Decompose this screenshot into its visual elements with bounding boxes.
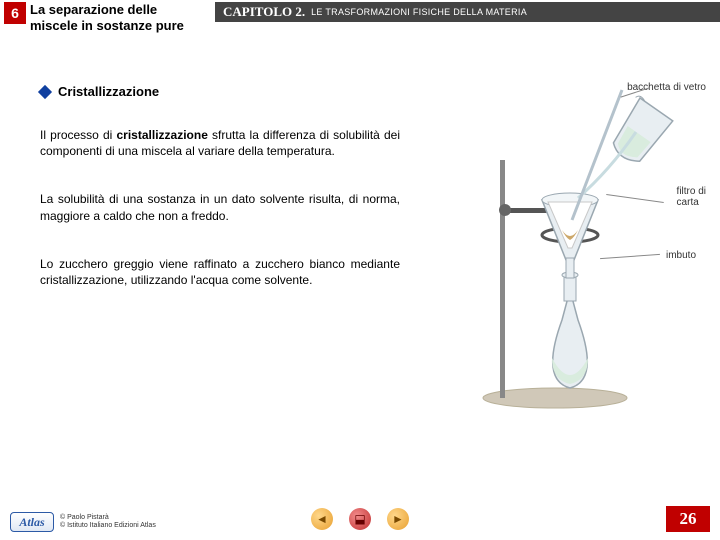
nav-next-button[interactable]: ► bbox=[387, 508, 409, 530]
nav-home-button[interactable]: ⬓ bbox=[349, 508, 371, 530]
chapter-bar: CAPITOLO 2. LE TRASFORMAZIONI FISICHE DE… bbox=[215, 2, 720, 22]
footer-left: Atlas © Paolo Pistarà © Istituto Italian… bbox=[10, 512, 156, 532]
chapter-subtitle: LE TRASFORMAZIONI FISICHE DELLA MATERIA bbox=[311, 7, 527, 17]
footer-nav: ◄ ⬓ ► bbox=[311, 508, 409, 530]
chapter-label: CAPITOLO 2. bbox=[223, 4, 305, 20]
page-number-badge: 26 bbox=[666, 506, 710, 532]
paragraph-3: Lo zucchero greggio viene raffinato a zu… bbox=[40, 256, 400, 288]
bullet-row: Cristallizzazione bbox=[40, 84, 400, 99]
figure-label-filter: filtro dicarta bbox=[677, 186, 706, 208]
content-area: Cristallizzazione Il processo di cristal… bbox=[40, 84, 400, 320]
figure-label-funnel: imbuto bbox=[666, 250, 696, 261]
credits: © Paolo Pistarà © Istituto Italiano Ediz… bbox=[60, 514, 156, 530]
section-title-line2: miscele in sostanze pure bbox=[30, 18, 184, 33]
section-number-badge: 6 bbox=[4, 2, 26, 24]
section-title-line1: La separazione delle bbox=[30, 2, 157, 17]
bullet-text: Cristallizzazione bbox=[58, 84, 159, 99]
credit-line-2: © Istituto Italiano Edizioni Atlas bbox=[60, 522, 156, 529]
nav-prev-button[interactable]: ◄ bbox=[311, 508, 333, 530]
paragraph-2: La solubilità di una sostanza in un dato… bbox=[40, 191, 400, 223]
publisher-logo: Atlas bbox=[10, 512, 54, 532]
credit-line-1: © Paolo Pistarà bbox=[60, 514, 109, 521]
diamond-icon bbox=[38, 84, 52, 98]
section-title: La separazione delle miscele in sostanze… bbox=[30, 2, 210, 35]
figure-crystallization: bacchetta di vetro filtro dicarta imbuto bbox=[450, 80, 710, 410]
paragraph-1: Il processo di cristallizzazione sfrutta… bbox=[40, 127, 400, 159]
